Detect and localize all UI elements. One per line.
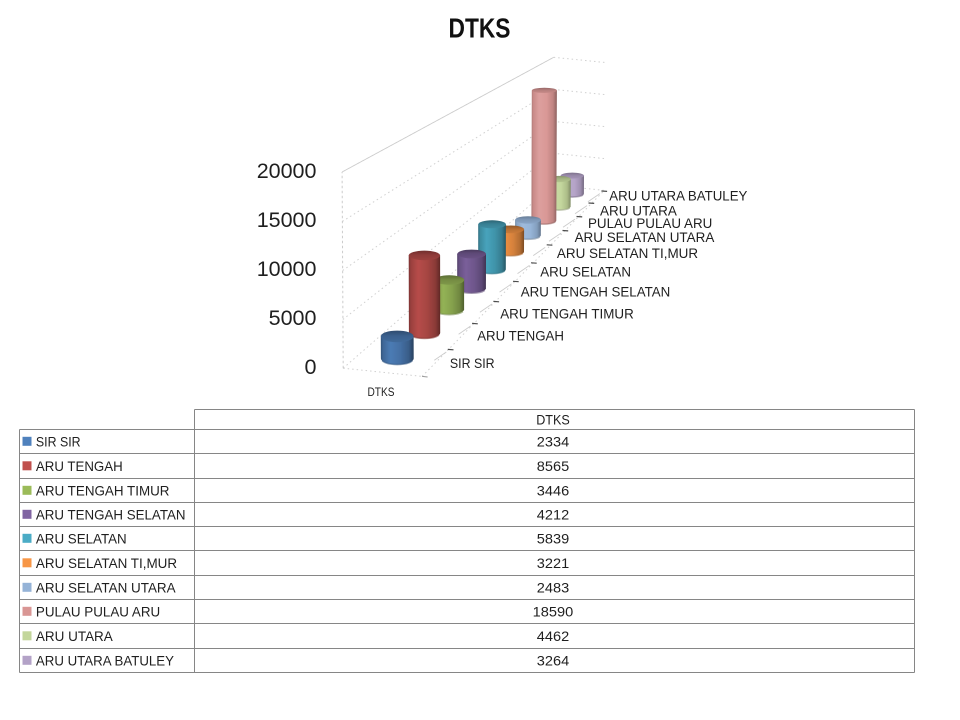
svg-text:ARU TENGAH TIMUR: ARU TENGAH TIMUR [36, 483, 170, 499]
svg-text:ARU TENGAH: ARU TENGAH [477, 328, 564, 344]
svg-text:3264: 3264 [537, 653, 570, 669]
svg-text:ARU TENGAH SELATAN: ARU TENGAH SELATAN [521, 283, 671, 299]
svg-text:ARU TENGAH SELATAN: ARU TENGAH SELATAN [36, 507, 186, 523]
svg-text:DTKS: DTKS [536, 412, 570, 428]
svg-text:3221: 3221 [537, 555, 570, 571]
svg-text:PULAU PULAU ARU: PULAU PULAU ARU [36, 604, 160, 620]
svg-text:ARU UTARA: ARU UTARA [36, 628, 114, 644]
svg-text:PULAU PULAU ARU: PULAU PULAU ARU [588, 215, 712, 231]
svg-text:ARU UTARA BATULEY: ARU UTARA BATULEY [36, 653, 175, 669]
svg-text:8565: 8565 [537, 458, 570, 474]
svg-text:ARU TENGAH: ARU TENGAH [36, 458, 123, 474]
svg-text:ARU SELATAN: ARU SELATAN [36, 531, 127, 547]
svg-text:4462: 4462 [537, 628, 570, 644]
svg-text:DTKS: DTKS [368, 387, 395, 399]
svg-text:2483: 2483 [537, 580, 570, 596]
svg-text:SIR SIR: SIR SIR [450, 355, 495, 371]
svg-text:ARU TENGAH TIMUR: ARU TENGAH TIMUR [500, 305, 634, 321]
svg-text:5839: 5839 [537, 531, 570, 547]
svg-text:ARU SELATAN TI,MUR: ARU SELATAN TI,MUR [36, 555, 177, 571]
svg-text:5000: 5000 [269, 306, 317, 330]
svg-text:2334: 2334 [537, 434, 570, 450]
svg-text:10000: 10000 [257, 257, 317, 281]
svg-text:ARU SELATAN: ARU SELATAN [540, 264, 631, 280]
svg-text:DTKS: DTKS [449, 12, 511, 43]
svg-text:ARU SELATAN UTARA: ARU SELATAN UTARA [575, 229, 715, 245]
svg-text:SIR SIR: SIR SIR [36, 434, 81, 450]
svg-text:0: 0 [305, 355, 317, 379]
svg-text:20000: 20000 [257, 159, 317, 183]
svg-text:ARU SELATAN UTARA: ARU SELATAN UTARA [36, 580, 176, 596]
svg-text:ARU SELATAN TI,MUR: ARU SELATAN TI,MUR [557, 245, 698, 261]
svg-text:4212: 4212 [537, 507, 570, 523]
svg-text:3446: 3446 [537, 483, 570, 499]
svg-text:18590: 18590 [533, 604, 574, 620]
svg-text:15000: 15000 [257, 208, 317, 232]
svg-text:ARU UTARA: ARU UTARA [600, 203, 678, 219]
svg-text:ARU UTARA BATULEY: ARU UTARA BATULEY [609, 188, 748, 204]
